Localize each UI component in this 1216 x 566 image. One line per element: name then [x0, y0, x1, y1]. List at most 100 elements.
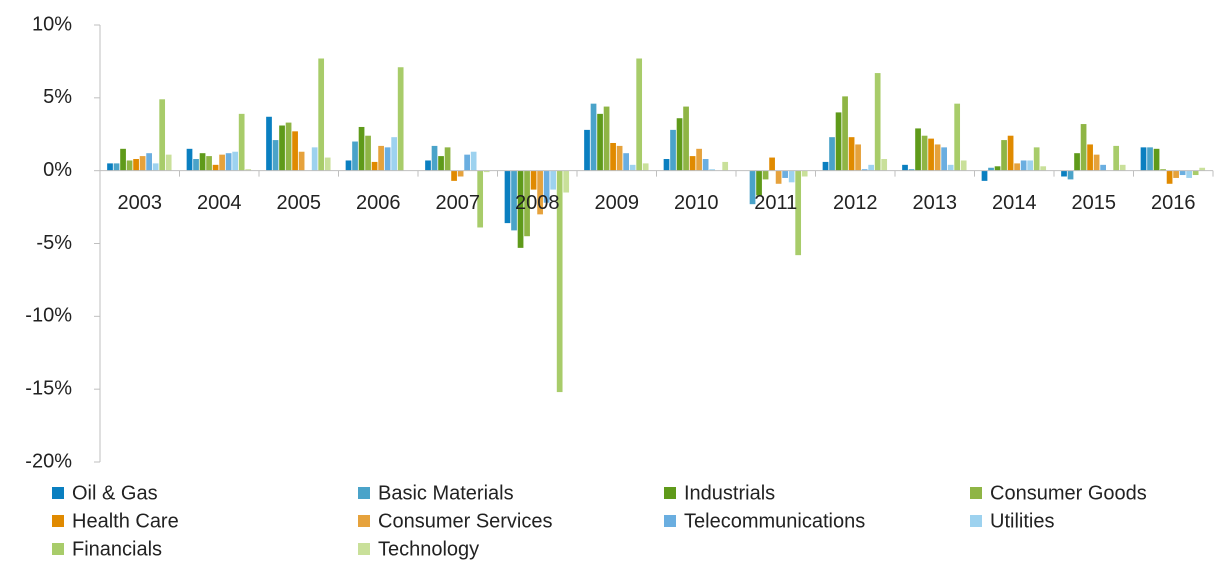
bar: [199, 153, 206, 171]
bar: [642, 163, 649, 171]
bar: [902, 164, 908, 171]
legend-swatch: [970, 487, 982, 499]
x-tick-label: 2008: [515, 192, 560, 214]
y-tick-label: 0%: [43, 159, 72, 181]
bar: [556, 170, 563, 393]
bar: [1119, 164, 1126, 171]
bar: [272, 140, 279, 171]
x-tick-label: 2010: [674, 192, 719, 214]
bar: [279, 125, 285, 171]
bar: [245, 169, 252, 171]
bar: [225, 153, 232, 171]
bar: [960, 160, 967, 171]
x-tick-label: 2004: [197, 192, 242, 214]
bar: [683, 106, 689, 171]
bar: [842, 96, 848, 171]
bar: [186, 148, 193, 171]
bar: [152, 163, 159, 171]
bar: [133, 159, 139, 171]
x-tick-label: 2015: [1072, 192, 1117, 214]
bar: [762, 170, 769, 180]
x-tick-label: 2013: [913, 192, 958, 214]
bar: [584, 129, 590, 171]
bar: [550, 170, 557, 190]
bar: [590, 103, 597, 171]
bar: [139, 156, 146, 171]
bar: [1199, 167, 1206, 171]
bar: [126, 160, 133, 171]
y-tick-label: 5%: [43, 86, 72, 108]
bar: [391, 137, 398, 171]
bar: [788, 170, 795, 183]
bar: [146, 153, 152, 171]
bar: [1027, 160, 1034, 171]
legend-label: Industrials: [684, 482, 775, 504]
bar: [232, 151, 239, 171]
bar: [1074, 153, 1080, 171]
x-tick-label: 2003: [118, 192, 163, 214]
bar: [517, 170, 524, 248]
bar: [1166, 170, 1173, 184]
legend-swatch: [358, 543, 370, 555]
bar: [425, 160, 431, 171]
bar: [1192, 170, 1199, 176]
bar: [835, 112, 842, 171]
bar: [709, 169, 716, 171]
bar: [1147, 147, 1153, 171]
bar: [1067, 170, 1074, 180]
bar: [165, 154, 172, 171]
bar: [610, 142, 616, 171]
bar: [384, 147, 391, 171]
bar: [921, 135, 928, 171]
bar: [1061, 170, 1067, 177]
legend-label: Telecommunications: [684, 510, 865, 532]
legend-label: Oil & Gas: [72, 482, 158, 504]
bar: [597, 113, 603, 171]
bar: [451, 170, 457, 181]
bar: [219, 154, 225, 171]
bar: [756, 170, 762, 196]
legend-label: Technology: [378, 538, 479, 560]
legend-swatch: [970, 515, 982, 527]
bar: [1153, 148, 1160, 171]
bar: [822, 161, 829, 171]
bar: [537, 170, 543, 215]
bar: [431, 145, 438, 171]
bar: [881, 159, 888, 171]
bar: [749, 170, 756, 205]
bar: [1173, 170, 1179, 178]
bar: [782, 170, 788, 178]
bar: [981, 170, 988, 181]
bar: [629, 164, 636, 171]
bar: [861, 169, 868, 171]
bar: [616, 145, 623, 171]
bar: [365, 135, 371, 171]
y-tick-label: 10%: [32, 13, 72, 35]
x-tick-label: 2016: [1151, 192, 1196, 214]
bar: [636, 58, 643, 171]
bar: [663, 159, 670, 171]
x-tick-label: 2014: [992, 192, 1037, 214]
bar: [311, 147, 318, 171]
bar: [988, 167, 994, 171]
bar: [1087, 144, 1093, 171]
bar: [623, 153, 629, 171]
bar: [670, 129, 676, 171]
bar: [1033, 147, 1040, 171]
bar: [696, 148, 702, 171]
x-tick-label: 2009: [595, 192, 640, 214]
bar: [285, 122, 292, 171]
bar: [1080, 124, 1087, 171]
bar: [378, 145, 384, 171]
bar: [352, 141, 358, 171]
bar: [524, 170, 530, 237]
bar: [915, 128, 921, 171]
bar: [603, 106, 610, 171]
x-tick-label: 2006: [356, 192, 401, 214]
bar: [1113, 145, 1120, 171]
bar: [1040, 166, 1047, 171]
bar: [769, 157, 775, 171]
bar: [941, 147, 947, 171]
legend-swatch: [358, 515, 370, 527]
